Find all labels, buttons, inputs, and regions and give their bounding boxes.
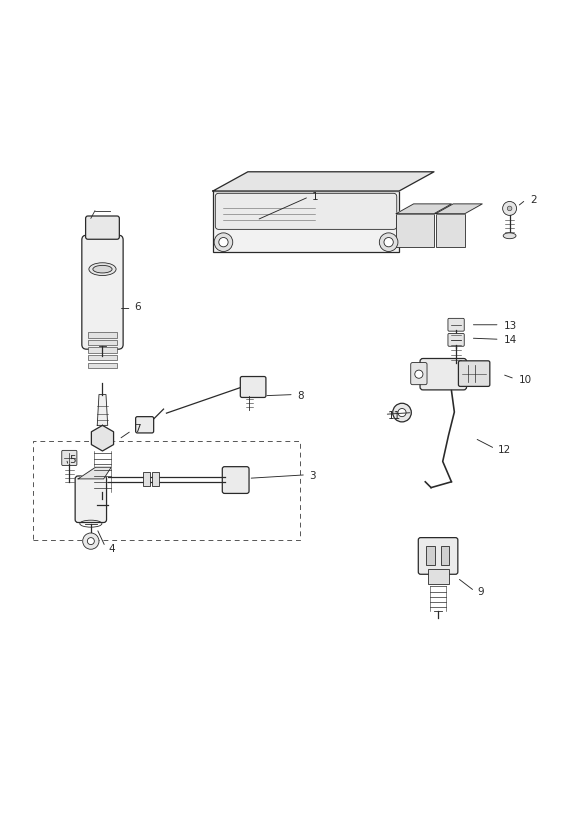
Ellipse shape [93,265,112,273]
Ellipse shape [89,263,116,275]
Text: 4: 4 [108,544,115,554]
Polygon shape [97,395,108,425]
FancyBboxPatch shape [136,417,154,433]
FancyBboxPatch shape [458,361,490,386]
Text: 6: 6 [135,302,141,312]
Bar [396,213,434,247]
FancyBboxPatch shape [448,318,464,331]
Circle shape [503,201,517,215]
FancyBboxPatch shape [222,466,249,494]
Circle shape [507,206,512,211]
Bar [436,213,465,247]
Text: 8: 8 [297,391,304,400]
Circle shape [393,403,412,422]
FancyBboxPatch shape [215,194,397,229]
Bar [88,348,117,353]
FancyBboxPatch shape [75,476,107,522]
Text: 14: 14 [504,335,517,345]
Circle shape [87,537,94,545]
FancyBboxPatch shape [418,537,458,574]
Circle shape [83,533,99,550]
Polygon shape [92,425,114,451]
Text: 1: 1 [312,192,318,202]
FancyBboxPatch shape [411,363,427,385]
Polygon shape [396,204,451,213]
Circle shape [214,233,233,251]
Text: 7: 7 [135,424,141,434]
FancyBboxPatch shape [86,216,120,239]
Text: 11: 11 [388,411,401,421]
Bar [88,339,117,345]
Circle shape [380,233,398,251]
Text: 10: 10 [518,375,532,385]
Bar [88,332,117,338]
Bar [88,355,117,360]
FancyBboxPatch shape [448,334,464,346]
Ellipse shape [503,233,516,239]
FancyBboxPatch shape [240,377,266,397]
Polygon shape [436,204,482,213]
FancyBboxPatch shape [420,358,466,390]
FancyBboxPatch shape [82,235,123,349]
Polygon shape [213,171,434,191]
Bar [426,546,434,565]
Bar [213,191,399,252]
Bar [441,546,449,565]
Text: 12: 12 [498,445,511,455]
Circle shape [415,370,423,378]
Bar [427,569,448,583]
Text: 13: 13 [504,321,517,331]
Polygon shape [78,467,111,479]
Text: 9: 9 [477,588,484,597]
Circle shape [219,237,228,247]
Text: 5: 5 [69,455,76,465]
Bar [143,472,150,486]
Bar [152,472,159,486]
Circle shape [398,409,406,417]
Text: 2: 2 [530,194,536,204]
FancyBboxPatch shape [62,451,77,466]
Text: 3: 3 [309,471,315,481]
Circle shape [384,237,394,247]
Bar [88,363,117,368]
